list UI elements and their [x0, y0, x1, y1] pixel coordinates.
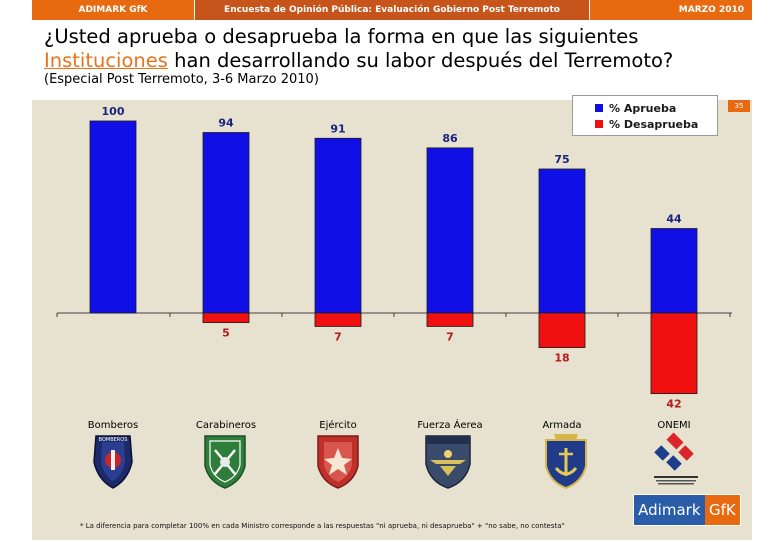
bar-disapprove	[314, 312, 362, 327]
onemi-logo	[654, 432, 698, 485]
carabineros-emblem	[204, 435, 246, 489]
bar-disapprove	[426, 312, 474, 327]
legend-item-disapprove: % Desaprueba	[595, 116, 717, 132]
footnote: * La diferencia para completar 100% en c…	[80, 522, 565, 530]
legend-label-disapprove: % Desaprueba	[609, 117, 699, 131]
chart-legend: % Aprueba % Desaprueba	[572, 95, 718, 136]
page-number: 35	[728, 100, 750, 112]
adimark-gfk-logo: Adimark GfK	[633, 494, 741, 526]
data-label-approve: 86	[442, 132, 458, 145]
legend-swatch-disapprove	[595, 120, 603, 128]
brand-suffix: GfK	[704, 495, 740, 525]
category-label: Armada	[542, 420, 582, 431]
header-brand: ADIMARK GfK	[32, 0, 194, 20]
header-date: MARZO 2010	[590, 0, 752, 20]
title-line-1: ¿Usted aprueba o desaprueba la forma en …	[44, 25, 639, 48]
data-label-approve: 75	[554, 153, 569, 166]
header-bar: ADIMARK GfK Encuesta de Opinión Pública:…	[32, 0, 752, 20]
page-title: ¿Usted aprueba o desaprueba la forma en …	[44, 25, 724, 73]
bar-approve	[89, 120, 137, 314]
data-label-disapprove: 18	[554, 352, 569, 365]
category-label: Ejército	[319, 420, 357, 431]
category-label: Fuerza Áerea	[417, 420, 483, 431]
title-line-2: han desarrollando su labor después del T…	[167, 49, 674, 72]
bar-approve	[314, 137, 362, 314]
legend-item-approve: % Aprueba	[595, 100, 717, 116]
bar-disapprove	[650, 312, 698, 395]
header-survey-title: Encuesta de Opinión Pública: Evaluación …	[194, 0, 590, 20]
ejercito-emblem	[317, 435, 359, 489]
data-label-disapprove: 5	[222, 327, 230, 340]
brand-name: Adimark	[634, 495, 705, 525]
legend-label-approve: % Aprueba	[609, 101, 677, 115]
data-label-approve: 91	[330, 122, 345, 135]
bar-approve	[538, 168, 586, 314]
data-label-approve: 94	[218, 117, 234, 130]
bar-approve	[650, 228, 698, 314]
chart-panel	[32, 100, 752, 540]
data-label-disapprove: 7	[446, 330, 454, 343]
armada-emblem	[545, 434, 587, 490]
legend-swatch-approve	[595, 104, 603, 112]
bar-approve	[202, 132, 250, 314]
fuerza-aerea-emblem	[425, 435, 471, 489]
title-highlight: Instituciones	[44, 49, 168, 72]
data-label-disapprove: 7	[334, 330, 342, 343]
data-label-disapprove: 42	[666, 398, 681, 411]
bar-approve	[426, 147, 474, 314]
category-label: Carabineros	[195, 420, 257, 431]
svg-text:BOMBEROS: BOMBEROS	[99, 437, 128, 443]
category-label: Bomberos	[87, 420, 139, 431]
data-label-approve: 100	[102, 105, 125, 118]
category-label: ONEMI	[657, 420, 691, 431]
data-label-approve: 44	[666, 213, 682, 226]
bar-disapprove	[202, 312, 250, 324]
bomberos-emblem: BOMBEROS	[93, 435, 133, 489]
bar-disapprove	[538, 312, 586, 348]
page-subtitle: (Especial Post Terremoto, 3-6 Marzo 2010…	[44, 72, 319, 87]
